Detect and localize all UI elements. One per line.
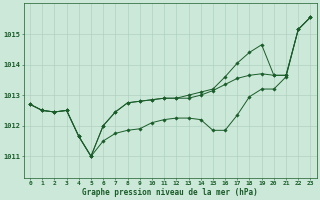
X-axis label: Graphe pression niveau de la mer (hPa): Graphe pression niveau de la mer (hPa) — [82, 188, 258, 197]
